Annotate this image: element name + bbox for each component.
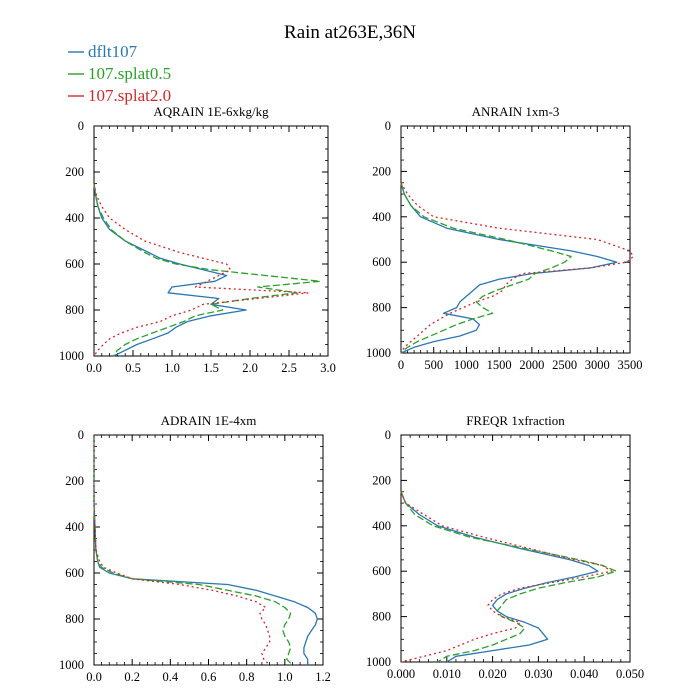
panel-3-frame [93,434,324,666]
xtick-label: 0.6 [201,670,217,684]
panel-4-title: FREQR 1xfraction [466,413,565,428]
ytick-label: 800 [65,612,84,626]
xtick-label: 2500 [552,358,577,372]
xtick-label: 0.0 [86,670,102,684]
xtick-label: 3500 [618,358,643,372]
xtick-label: 0.020 [479,667,507,681]
xtick-label: 0.010 [433,667,461,681]
legend-label-1: dflt107 [88,42,138,61]
ytick-label: 0 [385,119,391,133]
ytick-label: 0 [78,119,84,133]
panel-3: ADRAIN 1E-4xm 0.0 0.2 0.4 0.6 0.8 1.0 1.2 0 200 40… [59,413,331,684]
xtick-label: 0.030 [524,667,552,681]
xtick-label: 1.5 [203,361,219,375]
ytick-label: 600 [65,566,84,580]
panel-3-series-107-splat2-0 [93,435,271,666]
xtick-label: 0.4 [163,670,179,684]
ytick-label: 600 [372,255,391,269]
xtick-label: 0.0 [86,361,102,375]
panel-1-series-107-splat2-0 [93,183,310,357]
panel-1-frame [93,125,329,357]
legend: dflt107 107.splat0.5 107.splat2.0 [68,42,171,105]
ytick-label: 400 [65,211,84,225]
ytick-label: 600 [372,564,391,578]
ytick-label: 600 [65,257,84,271]
panel-2-series-dflt107 [400,182,618,354]
xtick-label: 500 [424,358,443,372]
ytick-label: 400 [372,519,391,533]
ytick-label: 1000 [366,346,391,360]
xtick-label: 0.050 [616,667,644,681]
xtick-label: 1000 [454,358,479,372]
xtick-label: 1.2 [315,670,331,684]
ytick-label: 1000 [59,658,84,672]
xtick-label: 3000 [585,358,610,372]
ytick-label: 200 [65,165,84,179]
ytick-label: 0 [78,428,84,442]
xtick-label: 0.5 [125,361,141,375]
ytick-label: 400 [372,210,391,224]
xtick-label: 0 [398,358,404,372]
xtick-label: 3.0 [320,361,336,375]
panel-3-series-dflt107 [93,435,318,665]
ytick-label: 800 [65,303,84,317]
ytick-label: 200 [65,474,84,488]
panels: AQRAIN 1E-6xkg/kg 0.0 0.5 1.0 1.5 2.0 2.5 3.0 0 2… [59,104,644,684]
xtick-label: 1500 [487,358,512,372]
panel-3-title: ADRAIN 1E-4xm [161,413,257,428]
panel-1-series-107-splat0-5 [93,183,321,357]
legend-label-2: 107.splat0.5 [88,64,171,83]
panel-4: FREQR 1xfraction 0.000 0.010 0.020 0.030 0.04… [366,413,644,681]
panel-4-series-107-splat2-0 [400,491,613,663]
legend-label-3: 107.splat2.0 [88,86,171,105]
xtick-label: 0.000 [387,667,415,681]
panel-4-series-dflt107 [400,491,599,663]
xtick-label: 0.040 [570,667,598,681]
panel-3-series-107-splat0-5 [93,435,293,666]
panel-2-title: ANRAIN 1xm-3 [472,104,560,119]
ytick-label: 200 [372,164,391,178]
ytick-label: 1000 [366,655,391,669]
xtick-label: 0.8 [239,670,255,684]
ytick-label: 200 [372,473,391,487]
xtick-label: 0.2 [124,670,140,684]
ytick-label: 800 [372,301,391,315]
xtick-label: 2.0 [242,361,258,375]
panel-1-title: AQRAIN 1E-6xkg/kg [153,104,269,119]
figure-title: Rain at263E,36N [284,22,416,43]
xtick-label: 1.0 [164,361,180,375]
panel-2: ANRAIN 1xm-30 500 1000 1500 2000 2500 3000 3500… [366,104,643,372]
panel-1-series-dflt107 [93,183,247,357]
panel-4-series-107-splat0-5 [400,491,617,663]
panel-2-series-107-splat2-0 [400,182,634,354]
ytick-label: 0 [385,428,391,442]
panel-1: AQRAIN 1E-6xkg/kg 0.0 0.5 1.0 1.5 2.0 2.5 3.0 0 2… [59,104,336,375]
xtick-label: 2000 [519,358,544,372]
ytick-label: 400 [65,520,84,534]
xtick-label: 1.0 [277,670,293,684]
ytick-label: 800 [372,610,391,624]
xtick-label: 2.5 [281,361,297,375]
panel-2-series-107-splat0-5 [400,182,572,354]
ytick-label: 1000 [59,349,84,363]
